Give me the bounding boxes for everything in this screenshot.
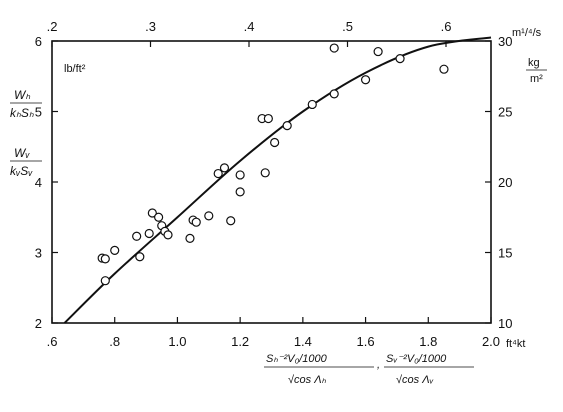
x-bottom-tick-label: 1.6 <box>357 334 375 349</box>
x-top-tick-label: .5 <box>342 19 353 34</box>
bottom-axis-unit: ft⁴kt <box>506 338 525 350</box>
x-bottom-tick-label: 1.2 <box>231 334 249 349</box>
y-right-tick-label: 30 <box>498 34 512 49</box>
data-point <box>329 89 339 99</box>
ylabel-bottom-denominator: kᵥSᵥ <box>10 164 33 178</box>
data-point <box>395 54 405 64</box>
data-point <box>204 211 214 221</box>
points-layer <box>97 43 449 286</box>
data-point <box>135 252 145 262</box>
x-top-tick-label: .4 <box>244 19 255 34</box>
xlabel-separator: , <box>377 359 380 371</box>
data-point <box>329 43 339 53</box>
data-point <box>132 231 142 241</box>
y-left-tick-label: 4 <box>35 175 42 190</box>
data-point <box>100 276 110 286</box>
data-point <box>213 168 223 179</box>
data-point <box>360 75 371 85</box>
right-axis-unit-top: kg <box>528 57 540 69</box>
x-bottom-tick-label: 1.4 <box>294 334 312 349</box>
data-point <box>260 168 270 178</box>
data-point <box>144 228 154 239</box>
data-point <box>439 64 449 74</box>
y-right-tick-label: 15 <box>498 246 512 261</box>
x-top-tick-label: .3 <box>145 19 156 34</box>
top-axis-unit: m¹/⁴/s <box>512 27 542 39</box>
y-right-tick-label: 20 <box>498 175 512 190</box>
ylabel-top-denominator: kₕSₕ <box>10 106 34 120</box>
data-point <box>263 113 273 124</box>
x-bottom-tick-label: 2.0 <box>482 334 500 349</box>
right-axis-unit-bottom: m² <box>530 73 543 85</box>
data-point <box>270 137 280 148</box>
data-point <box>154 212 164 222</box>
data-point <box>235 170 245 180</box>
xlabel-right-denominator: √cos Λᵥ <box>396 374 434 386</box>
y-left-tick-label: 6 <box>35 34 42 49</box>
ylabel-top-numerator: Wₕ <box>14 88 30 102</box>
y-right-tick-label: 25 <box>498 105 512 120</box>
x-bottom-tick-label: 1.8 <box>419 334 437 349</box>
y-left-tick-label: 3 <box>35 246 42 261</box>
x-bottom-tick-label: .8 <box>109 334 120 349</box>
ticks-layer <box>51 40 492 324</box>
data-point <box>147 208 157 218</box>
curve-layer <box>63 36 492 324</box>
xlabel-left-numerator: Sₕ⁻²V₀/1000 <box>266 353 328 365</box>
data-point <box>226 216 236 226</box>
x-top-tick-label: .6 <box>441 19 452 34</box>
xlabel-left-denominator: √cos Λₕ <box>288 374 327 386</box>
data-point <box>235 187 245 197</box>
left-axis-unit: lb/ft² <box>64 63 86 75</box>
data-point <box>191 217 201 227</box>
x-top-tick-label: .2 <box>47 19 58 34</box>
data-point <box>307 99 317 110</box>
plot-frame <box>51 40 492 324</box>
y-left-tick-label: 5 <box>35 105 42 120</box>
fit-curve <box>63 36 492 324</box>
data-point <box>110 245 120 255</box>
data-point <box>185 233 195 243</box>
x-bottom-tick-label: .6 <box>47 334 58 349</box>
xlabel-right-numerator: Sᵥ⁻²V₀/1000 <box>386 353 447 365</box>
y-left-tick-label: 2 <box>35 316 42 331</box>
data-point <box>100 254 110 264</box>
data-point <box>282 120 292 131</box>
data-point <box>373 46 383 57</box>
labels-layer: .6 .8 1.0 1.2 1.4 1.6 1.8 2.0 .2 .3 .4 .5 .6 2 3 4 5 6 10 1… <box>35 19 513 349</box>
x-bottom-tick-label: 1.0 <box>168 334 186 349</box>
data-point <box>163 230 173 240</box>
ylabel-bottom-numerator: Wᵥ <box>14 146 30 160</box>
data-point <box>219 163 230 173</box>
y-right-tick-label: 10 <box>498 316 512 331</box>
